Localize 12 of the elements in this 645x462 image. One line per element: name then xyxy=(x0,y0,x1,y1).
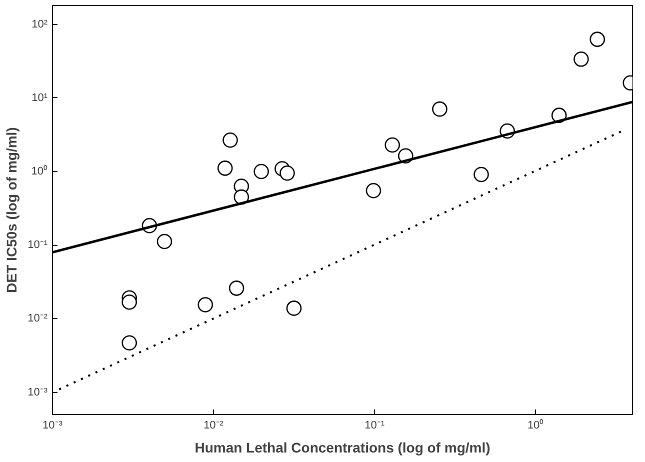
x-tick-label: 10⁻³ xyxy=(42,420,63,432)
y-tick-label: 10⁻¹ xyxy=(28,239,48,252)
x-axis-title: Human Lethal Concentrations (log of mg/ml) xyxy=(194,440,490,456)
y-tick-label: 10¹ xyxy=(32,92,48,104)
y-axis-title: DET IC50s (log of mg/ml) xyxy=(4,127,20,293)
x-tick-label: 10⁻¹ xyxy=(364,420,385,432)
y-tick-label: 10⁻² xyxy=(28,312,48,325)
x-tick-label: 10⁰ xyxy=(527,418,544,432)
x-tick-label: 10⁻² xyxy=(204,420,224,432)
y-tick-label: 10⁰ xyxy=(31,164,48,178)
y-tick-label: 10² xyxy=(32,18,48,30)
y-tick-label: 10⁻³ xyxy=(28,386,48,398)
